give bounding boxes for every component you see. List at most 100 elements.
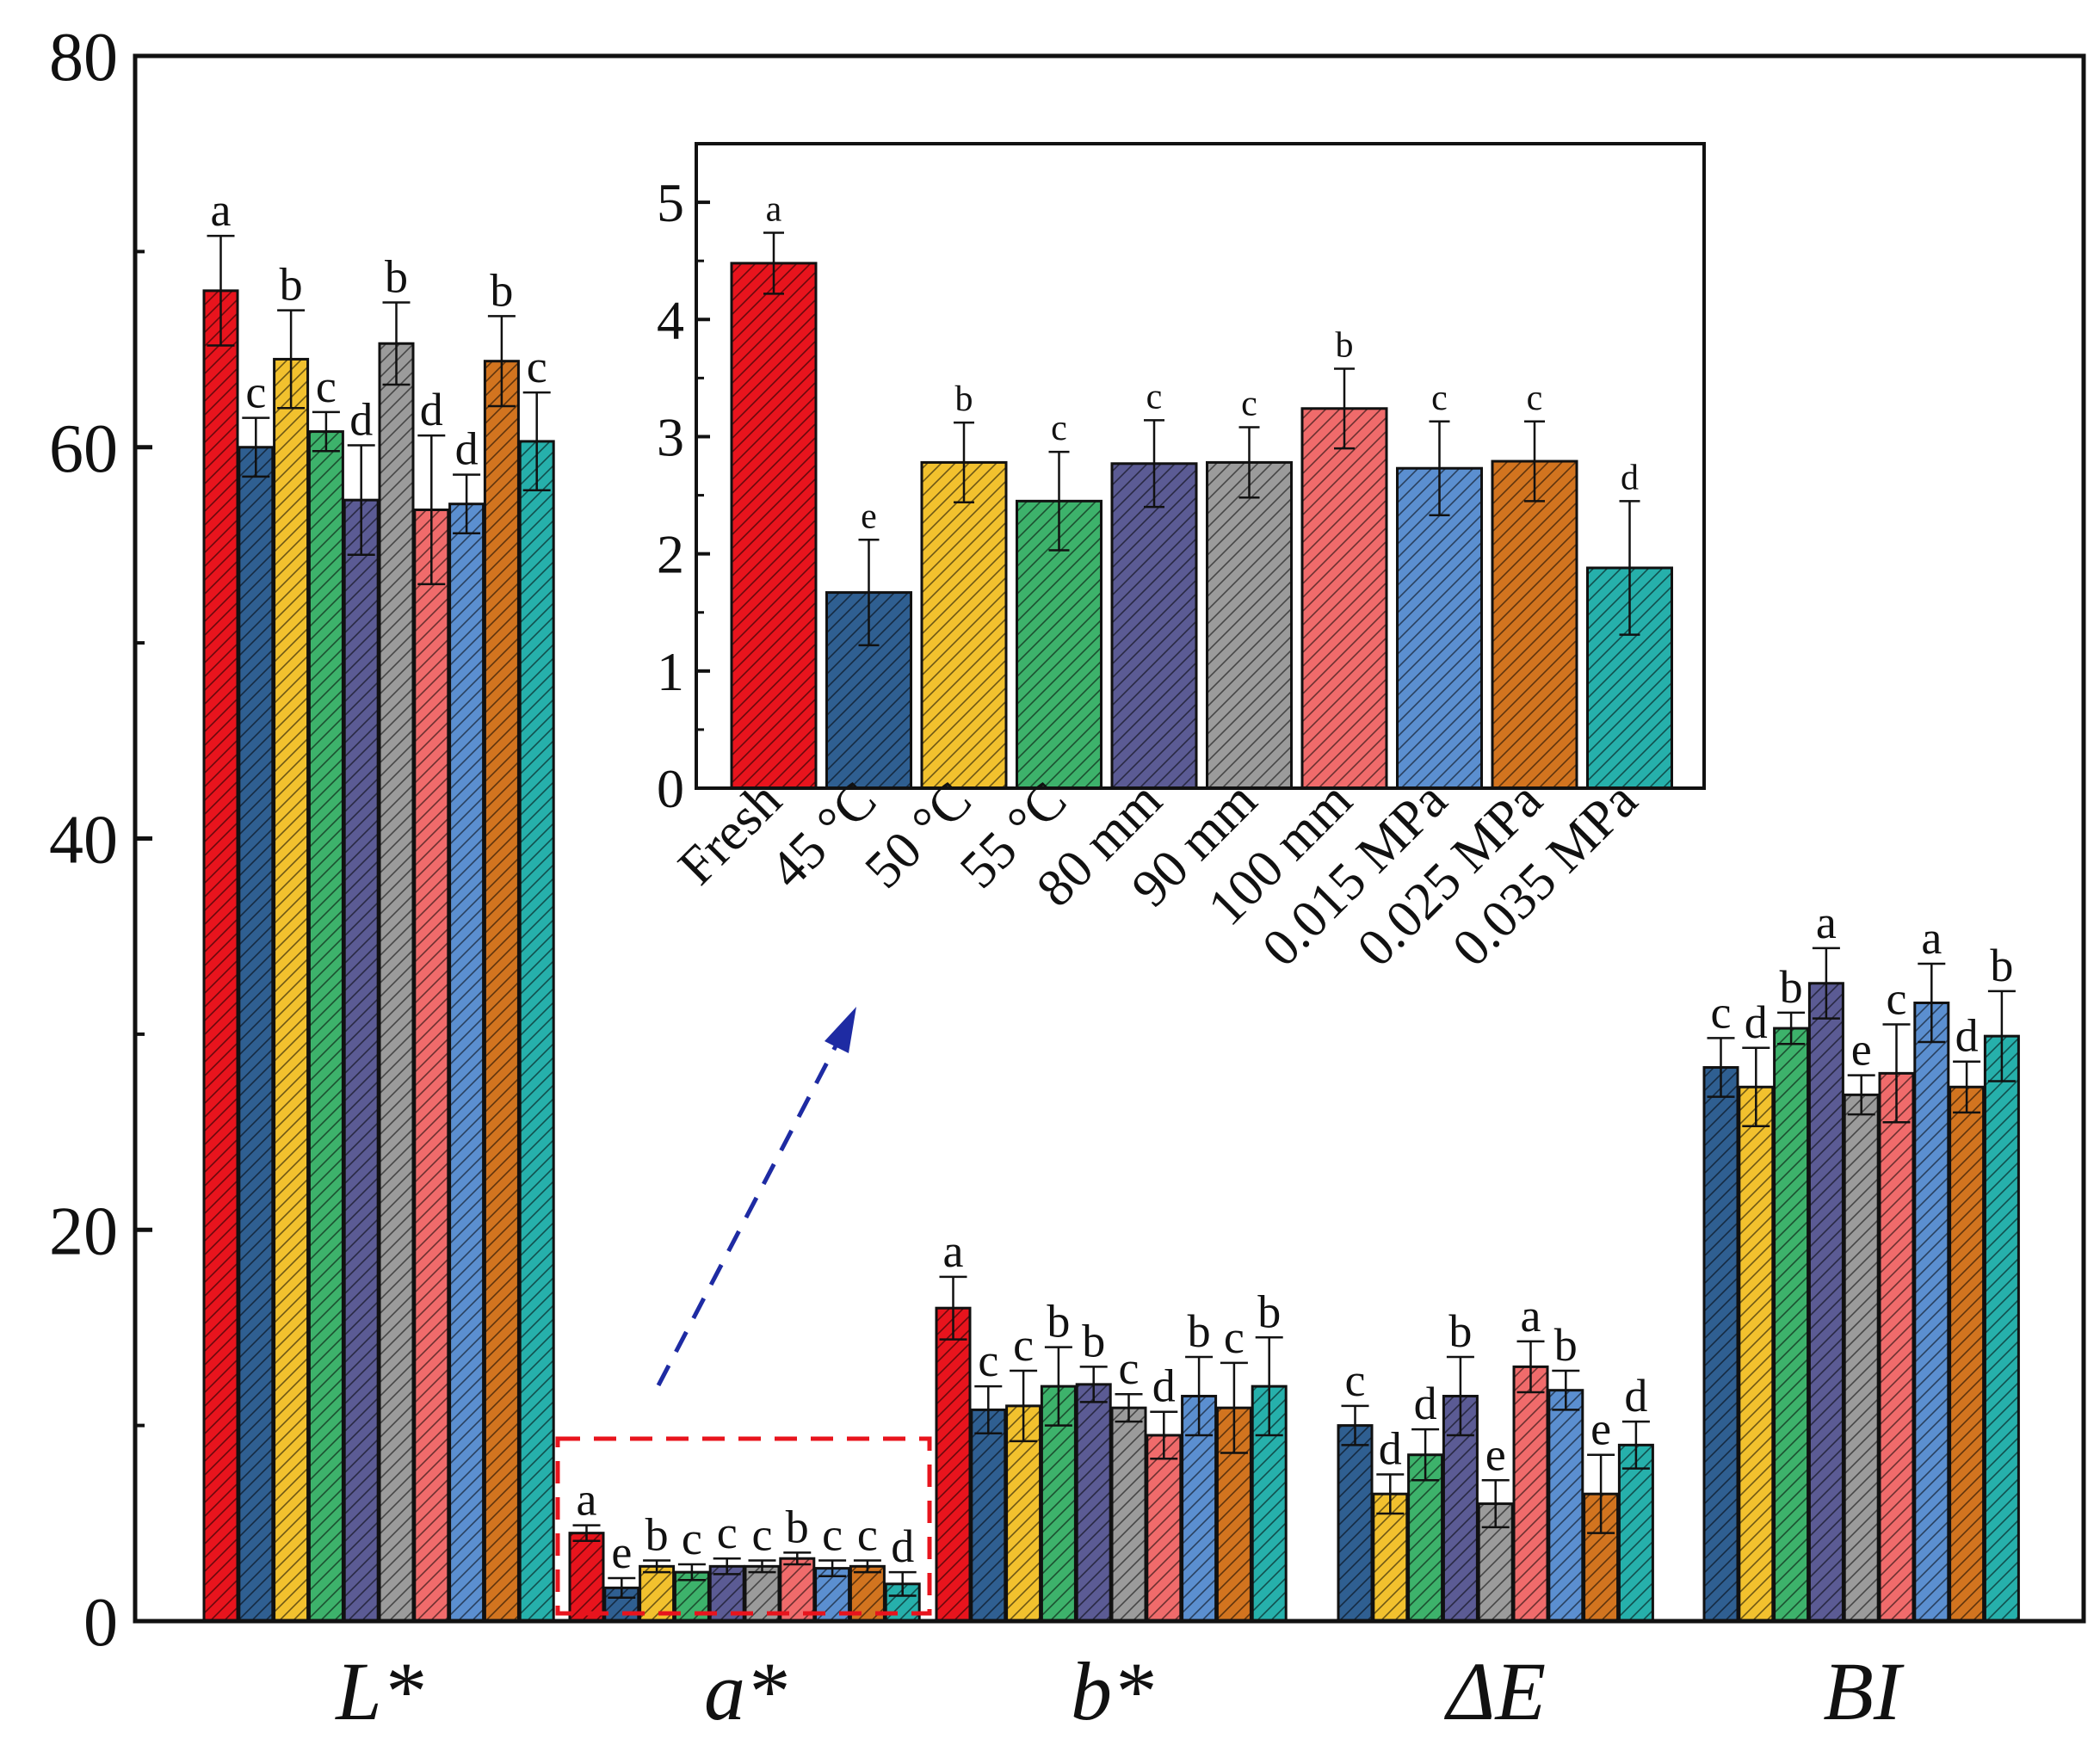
significance-letter: b [645, 1509, 669, 1561]
significance-letter: d [1955, 1010, 1979, 1062]
group-labels: L* a* b* ΔE BI [334, 1645, 1905, 1737]
bar [1807, 982, 1844, 1623]
highlight-box [555, 1436, 932, 1616]
bar [1738, 1085, 1775, 1623]
bar [1983, 1034, 2020, 1623]
significance-letter: b [1047, 1296, 1070, 1347]
y-tick-label: 60 [49, 411, 118, 487]
bar [202, 289, 239, 1623]
significance-letter: b [1188, 1305, 1211, 1357]
inset-category-label: 50 °C [854, 771, 983, 900]
bar [1512, 1365, 1549, 1623]
inset-significance-letter: e [861, 496, 877, 536]
significance-letter: d [891, 1520, 914, 1572]
significance-letter: c [1119, 1342, 1140, 1394]
inset-category-label: 45 °C [759, 771, 888, 900]
significance-letter: b [490, 264, 513, 316]
inset-bar [1110, 462, 1198, 790]
significance-letter: c [527, 341, 547, 392]
significance-letter: b [280, 259, 303, 311]
bar [448, 503, 485, 1623]
significance-letter: a [211, 184, 232, 236]
significance-letter: c [822, 1509, 843, 1561]
bar [1843, 1093, 1880, 1623]
significance-letter: c [717, 1507, 738, 1558]
significance-letter: a [943, 1225, 964, 1277]
inset-bar [1491, 459, 1578, 790]
significance-letter: b [1554, 1319, 1578, 1371]
bar [1878, 1071, 1915, 1623]
significance-letter: e [1851, 1024, 1872, 1076]
bar [343, 498, 380, 1623]
significance-letter: a [1921, 912, 1942, 964]
significance-letter: a [1816, 897, 1837, 948]
inset-significance-letter: b [1336, 325, 1354, 365]
inset-bar [730, 262, 818, 790]
significance-letter: a [577, 1474, 597, 1526]
bar [378, 342, 415, 1623]
bar [1146, 1434, 1183, 1623]
bar [1075, 1383, 1112, 1623]
inset-significance-letter: c [1527, 379, 1543, 418]
zoom-arrow-line [656, 1038, 842, 1387]
significance-letter: d [1379, 1422, 1402, 1474]
group-label: b* [1071, 1645, 1153, 1737]
bar [970, 1408, 1007, 1623]
bar [1337, 1424, 1374, 1623]
inset-bar [920, 460, 1008, 790]
inset-significance-letter: c [1146, 377, 1163, 416]
inset-y-tick-label: 3 [657, 406, 684, 467]
bar [307, 430, 344, 1623]
significance-letter: c [978, 1335, 998, 1386]
inset-significance-letter: d [1621, 458, 1639, 497]
inset-y-tick-label: 1 [657, 641, 684, 702]
significance-letter: d [1152, 1360, 1176, 1412]
significance-letter: c [752, 1509, 773, 1561]
significance-letter: b [385, 250, 408, 302]
bar [1949, 1085, 1986, 1623]
significance-letter: c [245, 367, 266, 418]
bar [518, 440, 555, 1623]
inset-bar [1300, 407, 1388, 790]
significance-letter: a [1521, 1290, 1541, 1341]
significance-letter: d [349, 393, 373, 445]
bar [1702, 1066, 1739, 1623]
inset-bar [1206, 460, 1293, 790]
significance-letter: b [786, 1501, 809, 1552]
significance-letter: c [1013, 1319, 1034, 1371]
y-tick-label: 80 [49, 20, 118, 96]
inset-significance-letter: c [1241, 385, 1257, 424]
inset-y-tick-label: 4 [657, 289, 684, 350]
group-label: a* [704, 1645, 787, 1737]
bar [1110, 1406, 1147, 1623]
significance-letter: b [1780, 961, 1803, 1013]
inset-y-tick-label: 5 [657, 172, 684, 233]
bar [1773, 1027, 1810, 1623]
significance-letter: d [1624, 1370, 1647, 1421]
significance-letter: c [316, 361, 337, 412]
inset-plot-frame [695, 142, 1706, 790]
inset-y-tick-label: 2 [657, 524, 684, 585]
significance-letter: b [1448, 1305, 1472, 1357]
significance-letter: e [1485, 1428, 1506, 1480]
inset-significance-letter: c [1051, 409, 1067, 448]
significance-letter: c [1887, 973, 1907, 1025]
y-tick-label: 20 [49, 1193, 118, 1269]
inset-significance-letter: a [766, 189, 782, 229]
inset-significance-letter: c [1431, 379, 1448, 418]
bar [413, 509, 450, 1623]
inset-y-axis: 0 1 2 3 4 5 [657, 172, 710, 819]
significance-letter: e [611, 1526, 632, 1578]
group-label: ΔE [1443, 1645, 1546, 1737]
y-tick-label: 40 [49, 803, 118, 879]
significance-letter: c [1711, 986, 1732, 1038]
significance-letter: b [1082, 1315, 1105, 1366]
bar [1547, 1389, 1584, 1623]
y-tick-label: 0 [83, 1585, 118, 1661]
bar [273, 357, 310, 1623]
significance-letter: c [857, 1509, 878, 1561]
significance-letter: e [1590, 1403, 1611, 1455]
bar [483, 360, 520, 1623]
significance-letter: d [1745, 996, 1768, 1048]
